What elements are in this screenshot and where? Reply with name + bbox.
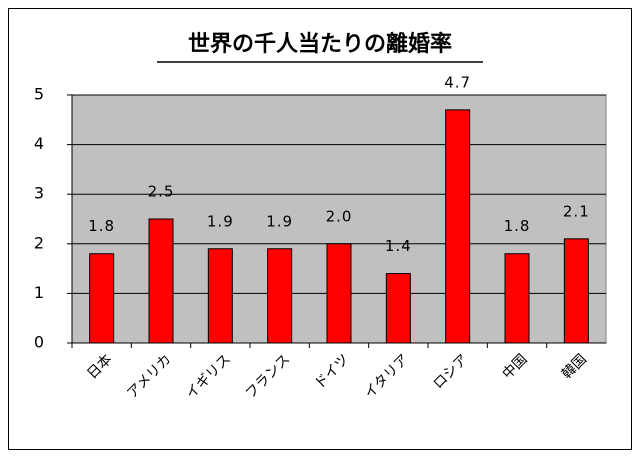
value-label: 1.4 <box>385 237 412 255</box>
bar <box>563 238 589 344</box>
value-label: 2.5 <box>148 183 175 201</box>
bar <box>445 109 471 344</box>
y-tick-label: 1 <box>34 283 44 302</box>
y-tick-label: 0 <box>34 333 44 352</box>
chart-title: 世界の千人当たりの離婚率 <box>188 31 452 57</box>
value-label: 1.9 <box>266 212 293 230</box>
value-label: 1.8 <box>88 217 115 235</box>
value-label: 1.8 <box>504 217 531 235</box>
bar <box>89 253 115 344</box>
bar <box>385 273 411 344</box>
value-label: 2.0 <box>326 207 353 225</box>
bar <box>148 218 174 344</box>
bar <box>504 253 530 344</box>
value-label: 2.1 <box>563 202 590 220</box>
bar <box>326 243 352 344</box>
y-tick-label: 3 <box>34 184 44 203</box>
y-tick-label: 4 <box>34 134 44 153</box>
value-label: 1.9 <box>207 212 234 230</box>
y-tick-label: 2 <box>34 233 44 252</box>
y-tick-label: 5 <box>34 85 44 104</box>
value-label: 4.7 <box>444 73 471 91</box>
bar <box>207 248 233 344</box>
bar <box>267 248 293 344</box>
